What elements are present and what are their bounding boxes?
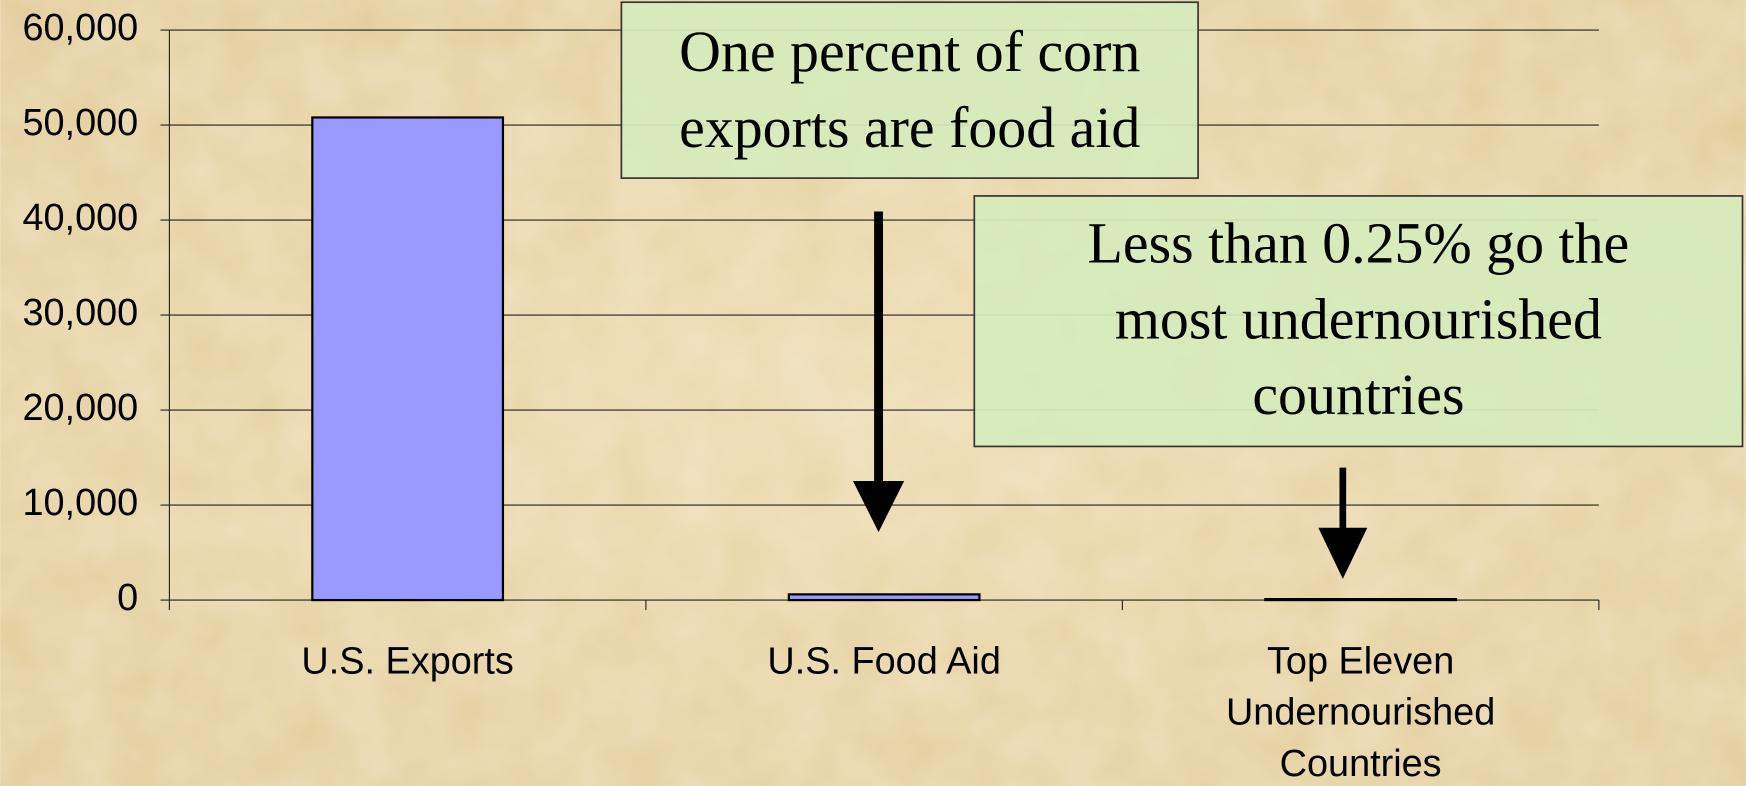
arrow-head <box>1318 527 1368 579</box>
y-tick-label: 30,000 <box>22 292 138 334</box>
bar <box>1264 598 1458 602</box>
y-tick-label: 10,000 <box>22 482 138 524</box>
annotation-text: One percent of corn <box>679 19 1140 84</box>
bar <box>787 593 981 602</box>
annotation-box <box>973 195 1744 448</box>
y-tick-label: 40,000 <box>22 197 138 239</box>
x-tick-label: U.S. Exports <box>301 641 513 683</box>
y-tick-label: 20,000 <box>22 387 138 429</box>
annotation-box <box>620 1 1199 179</box>
y-tick-label: 50,000 <box>22 102 138 144</box>
bar <box>311 116 505 602</box>
annotation-text: Less than 0.25% go the <box>1088 211 1630 276</box>
x-tick-label: Top Eleven Undernourished Countries <box>1226 641 1495 785</box>
y-tick-label: 60,000 <box>22 7 138 49</box>
y-tick-label: 0 <box>117 577 138 619</box>
annotation-text: exports are food aid <box>679 95 1140 160</box>
annotation-text: countries <box>1252 362 1464 427</box>
x-tick-label: U.S. Food Aid <box>767 641 1001 683</box>
annotation-text: most undernourished <box>1115 286 1602 351</box>
arrow-head <box>852 480 905 533</box>
